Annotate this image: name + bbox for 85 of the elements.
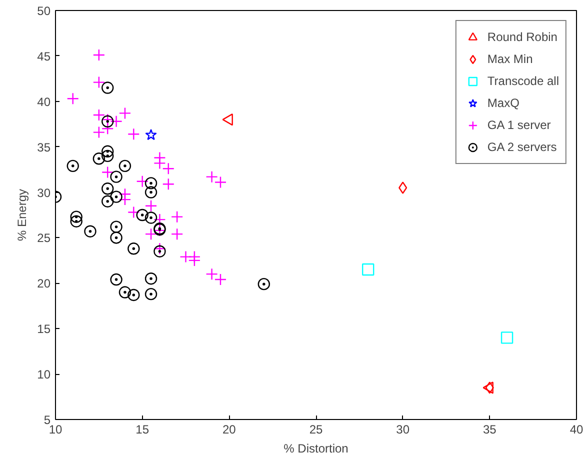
y-tick-label: 40 [37,94,51,109]
x-tick-label: 30 [396,422,410,436]
x-tick-label: 25 [309,422,323,436]
y-tick-label: 35 [37,140,51,154]
point [102,182,114,195]
point [136,208,148,222]
point [102,82,114,94]
x-tick-label: 20 [222,422,236,436]
point [144,177,158,190]
x-axis-title: % Distortion [284,442,348,456]
y-axis-title: % Energy [15,188,30,242]
point [118,160,132,172]
y-tick-label: 45 [37,49,51,64]
point [92,108,106,122]
legend-label: GA 2 servers [487,140,557,154]
point [110,115,122,128]
point [118,107,132,120]
point [110,273,122,286]
point [66,160,79,172]
point [102,195,114,208]
point [214,273,227,286]
point [110,220,122,233]
legend-label: MaxQ [487,96,520,110]
point [188,254,201,267]
point [144,200,158,212]
y-tick-label: 25 [37,231,51,246]
legend-label: GA 1 server [487,118,551,132]
point [118,193,132,206]
point [162,162,174,175]
y-tick-label: 20 [37,276,51,291]
point [92,126,106,138]
point [154,157,166,170]
point [102,166,114,178]
point [214,176,227,188]
point [145,128,157,140]
point [144,272,158,285]
point [110,232,122,244]
point [70,215,82,228]
point [180,250,192,263]
point [84,225,96,238]
point [154,245,166,258]
legend-label: Round Robin [487,30,558,44]
point [92,76,106,88]
point [206,170,218,183]
point [102,145,114,158]
point [144,288,158,300]
point [128,128,140,140]
x-tick-label: 40 [570,422,584,436]
point [128,288,140,302]
point [206,268,218,280]
point [92,48,106,62]
point [110,170,122,183]
point [154,213,166,226]
y-tick-label: 10 [37,368,51,382]
point [154,242,166,255]
x-tick-label: 35 [482,422,497,436]
point [144,212,158,224]
point [144,228,158,240]
point [258,278,270,290]
point [70,210,82,223]
point [128,206,140,218]
y-tick-label: 50 [37,4,51,18]
point [500,332,514,344]
point [102,122,114,135]
point [485,382,494,394]
point [102,150,114,162]
point [144,186,158,198]
point [110,190,122,203]
point [398,182,408,194]
point [66,92,79,105]
point [170,210,184,223]
point [162,178,174,190]
legend-label: Transcode all [487,74,559,88]
x-tick-label: 15 [136,422,150,436]
y-tick-label: 30 [37,186,51,200]
point [362,263,374,276]
point [128,242,140,255]
point [136,175,148,188]
point [92,152,106,165]
legend-label: Max Min [487,52,533,66]
point [118,286,132,298]
x-tick-label: 10 [48,422,62,436]
y-tick-label: 15 [37,322,51,336]
y-tick-label: 5 [44,413,51,427]
point [170,228,184,240]
